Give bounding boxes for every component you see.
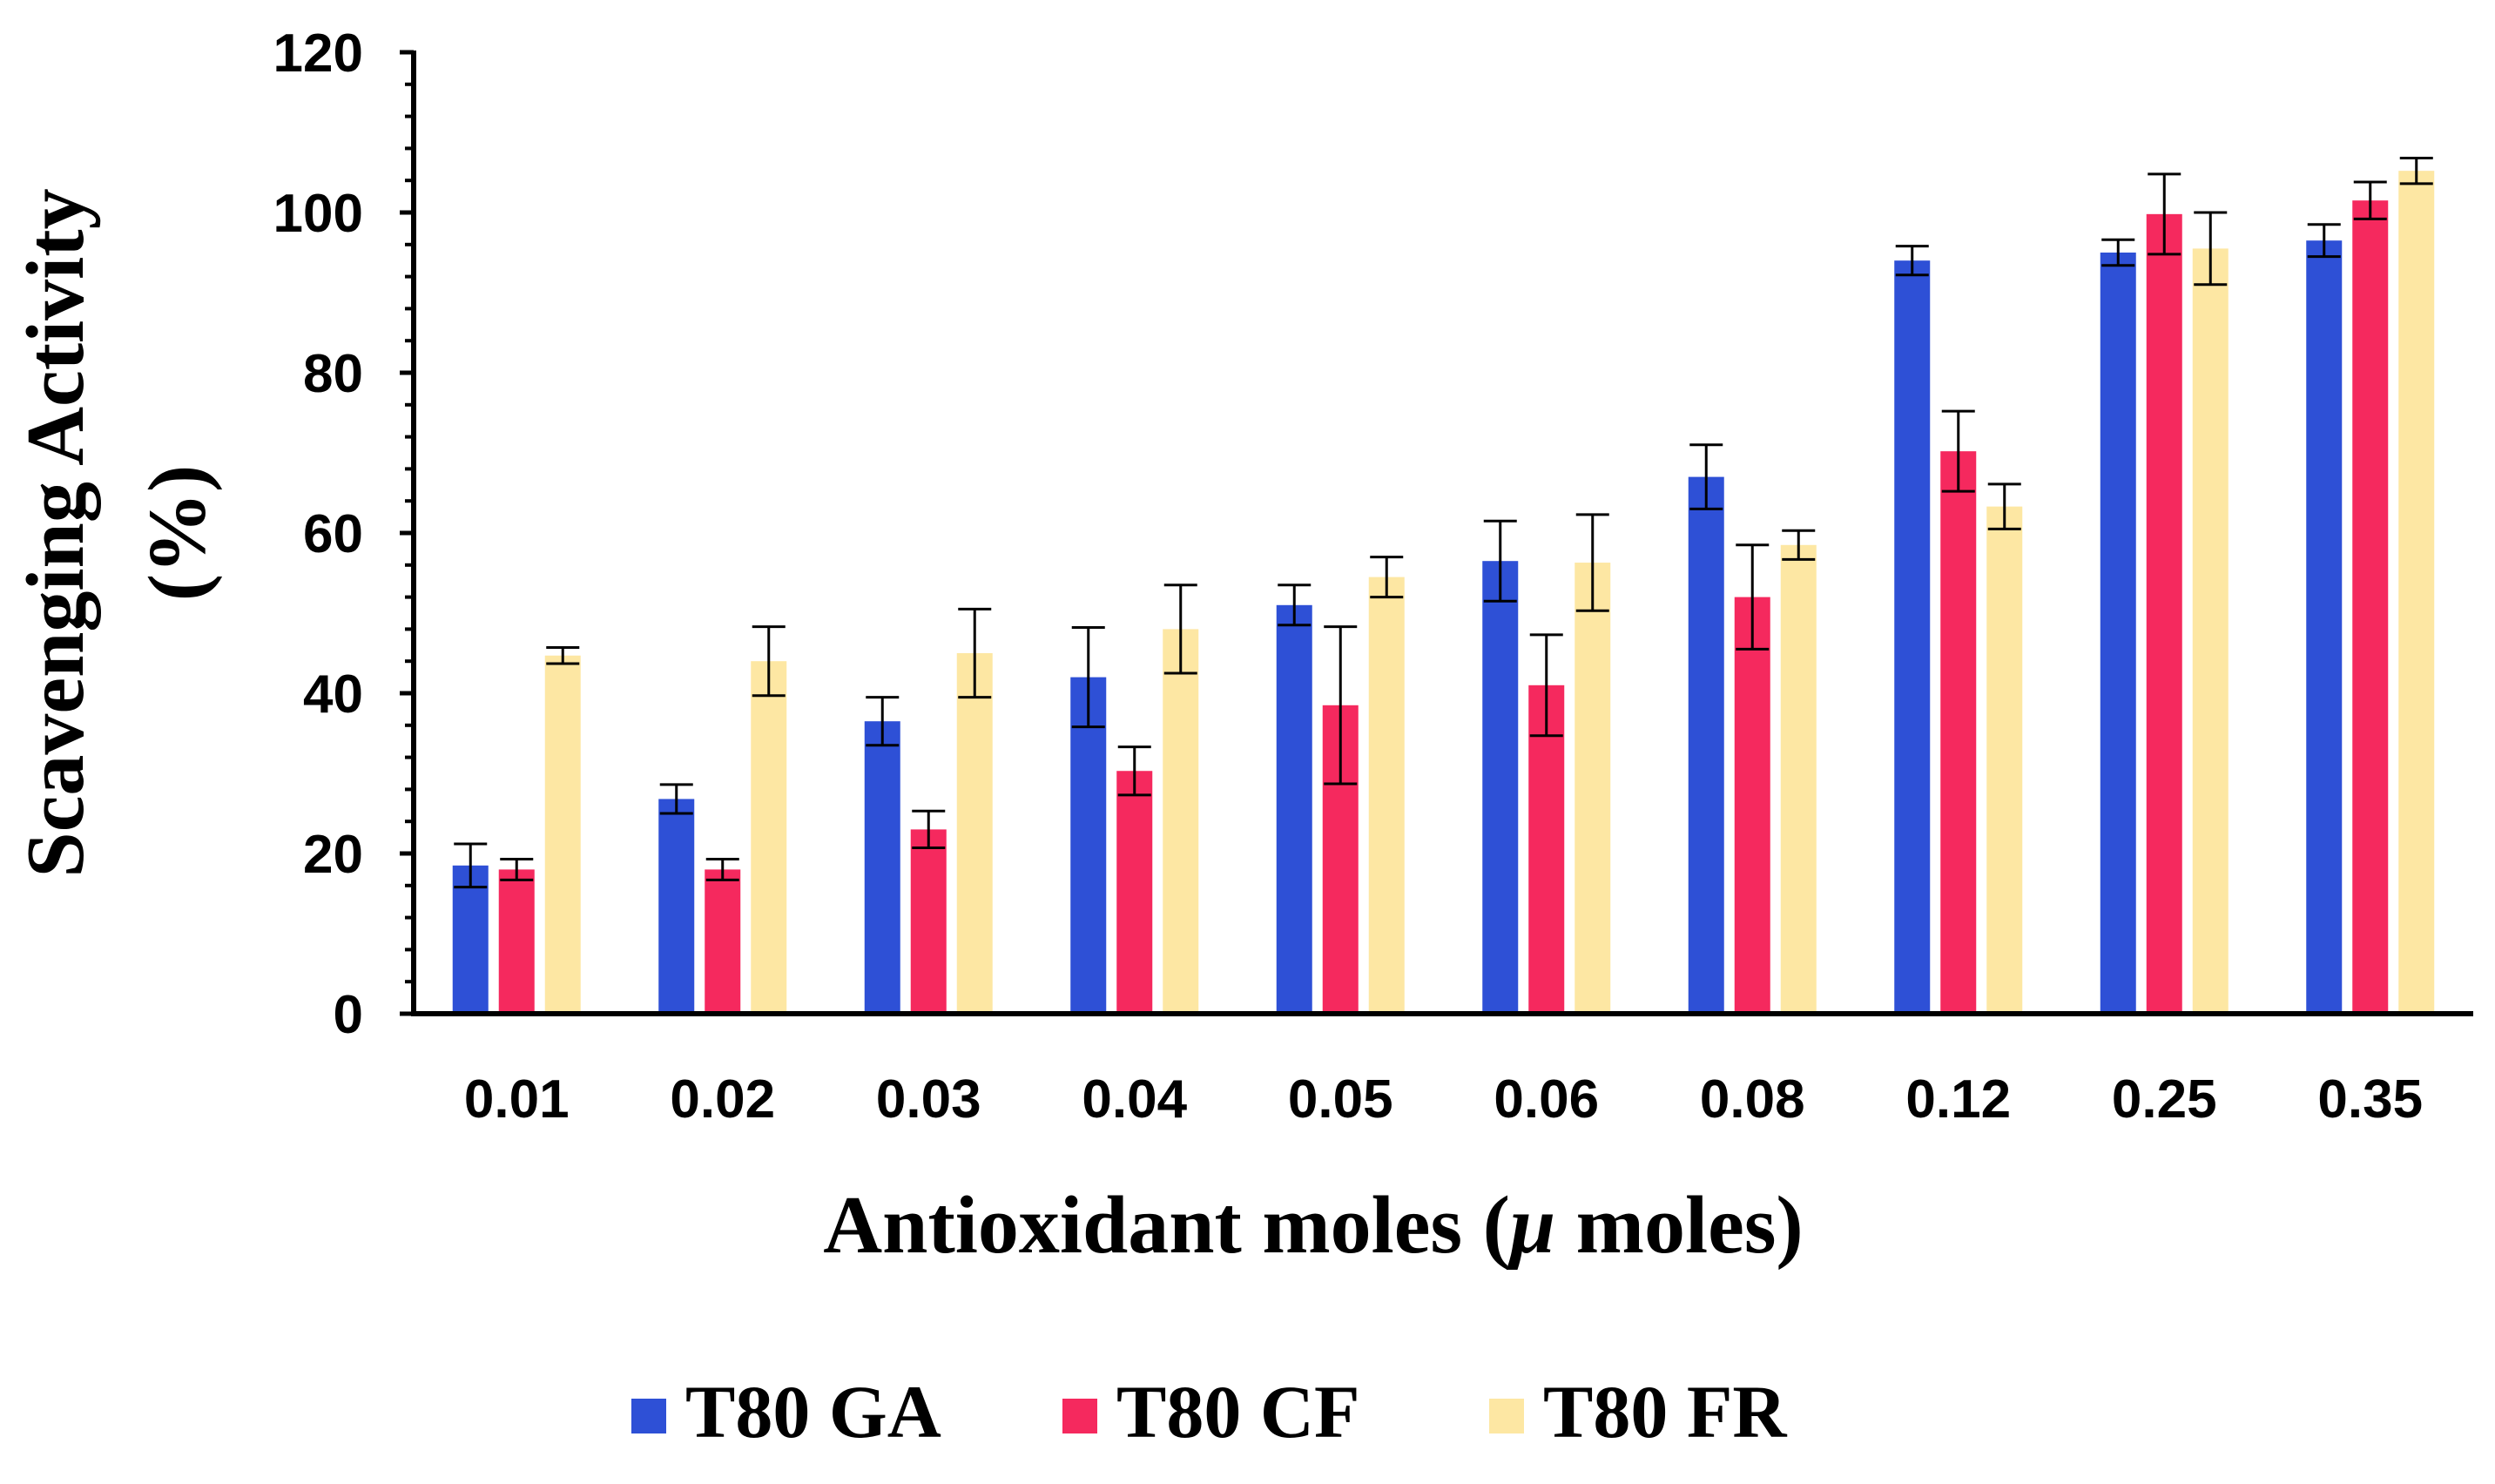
x-tick-label: 0.12 [1905, 1069, 2011, 1130]
x-tick-label: 0.03 [876, 1069, 981, 1130]
bar-t80-fr [1780, 544, 1817, 1014]
x-axis-title-main: Antioxidant moles ( [823, 1180, 1510, 1271]
legend-swatch-t80-ga [631, 1399, 666, 1433]
bar-t80-ga [658, 799, 695, 1014]
y-tick-label: 120 [273, 24, 363, 84]
y-tick-label: 0 [334, 985, 363, 1045]
bar-t80-ga [1276, 604, 1312, 1014]
bar-t80-cf [1734, 597, 1770, 1014]
y-axis-title-line2: (%) [132, 465, 223, 602]
bars-layer [452, 171, 2435, 1015]
y-tick-label: 100 [273, 184, 363, 244]
bar-t80-ga [1482, 561, 1519, 1014]
x-tick-label: 0.25 [2112, 1069, 2217, 1130]
x-tick-label: 0.35 [2317, 1069, 2423, 1130]
legend: T80 GA T80 CF T80 FR [631, 1370, 1787, 1454]
bar-t80-cf [1940, 451, 1977, 1014]
y-tick-label: 20 [303, 825, 363, 885]
bar-t80-ga [2306, 240, 2343, 1014]
bar-t80-ga [1688, 476, 1724, 1014]
bar-t80-cf [1116, 771, 1153, 1014]
bar-t80-fr [1368, 577, 1405, 1014]
bar-t80-fr [956, 653, 993, 1014]
legend-label: T80 FR [1543, 1370, 1787, 1454]
y-axis-ticks: 0 20 40 60 80 100 120 [273, 24, 414, 1045]
bar-t80-cf [910, 829, 947, 1014]
bar-t80-cf [1528, 685, 1565, 1014]
legend-label: T80 GA [685, 1370, 941, 1454]
bar-t80-fr [1575, 563, 1611, 1014]
legend-swatch-t80-cf [1062, 1399, 1097, 1433]
bar-t80-ga [2100, 253, 2136, 1014]
y-tick-label: 60 [303, 504, 363, 564]
legend-label: T80 CF [1116, 1370, 1360, 1454]
x-axis-tick-labels: 0.01 0.02 0.03 0.04 0.05 0.06 0.08 0.12 0.25 0.35 [464, 1069, 2423, 1130]
bar-t80-fr [2192, 248, 2229, 1014]
x-tick-label: 0.08 [1700, 1069, 1805, 1130]
legend-swatch-t80-fr [1489, 1399, 1524, 1433]
bar-t80-fr [1163, 629, 1199, 1014]
x-axis-title-symbol: μ [1507, 1180, 1555, 1271]
y-tick-label: 80 [303, 344, 363, 404]
x-tick-label: 0.05 [1288, 1069, 1393, 1130]
bar-t80-fr [2398, 171, 2435, 1014]
x-tick-label: 0.02 [670, 1069, 775, 1130]
bar-t80-ga [1894, 260, 1931, 1014]
error-bars-layer [454, 156, 2433, 889]
x-tick-label: 0.01 [464, 1069, 570, 1130]
x-tick-label: 0.06 [1494, 1069, 1599, 1130]
bar-t80-cf [498, 869, 535, 1014]
bar-t80-ga [1070, 677, 1107, 1014]
bar-t80-cf [2352, 200, 2389, 1014]
y-axis-title-line1: Scavenging Activity [10, 188, 101, 877]
bar-t80-cf [2146, 213, 2182, 1015]
x-axis-title: Antioxidant moles (μ moles) [823, 1180, 1803, 1271]
bar-t80-fr [1986, 506, 2023, 1014]
y-tick-label: 40 [303, 664, 363, 725]
bar-t80-ga [864, 721, 900, 1014]
bar-t80-cf [705, 869, 741, 1014]
bar-t80-ga [452, 865, 489, 1014]
bar-t80-fr [544, 655, 581, 1014]
bar-t80-fr [751, 661, 787, 1014]
x-tick-label: 0.04 [1082, 1069, 1187, 1130]
x-axis-title-suffix: moles) [1555, 1180, 1804, 1271]
